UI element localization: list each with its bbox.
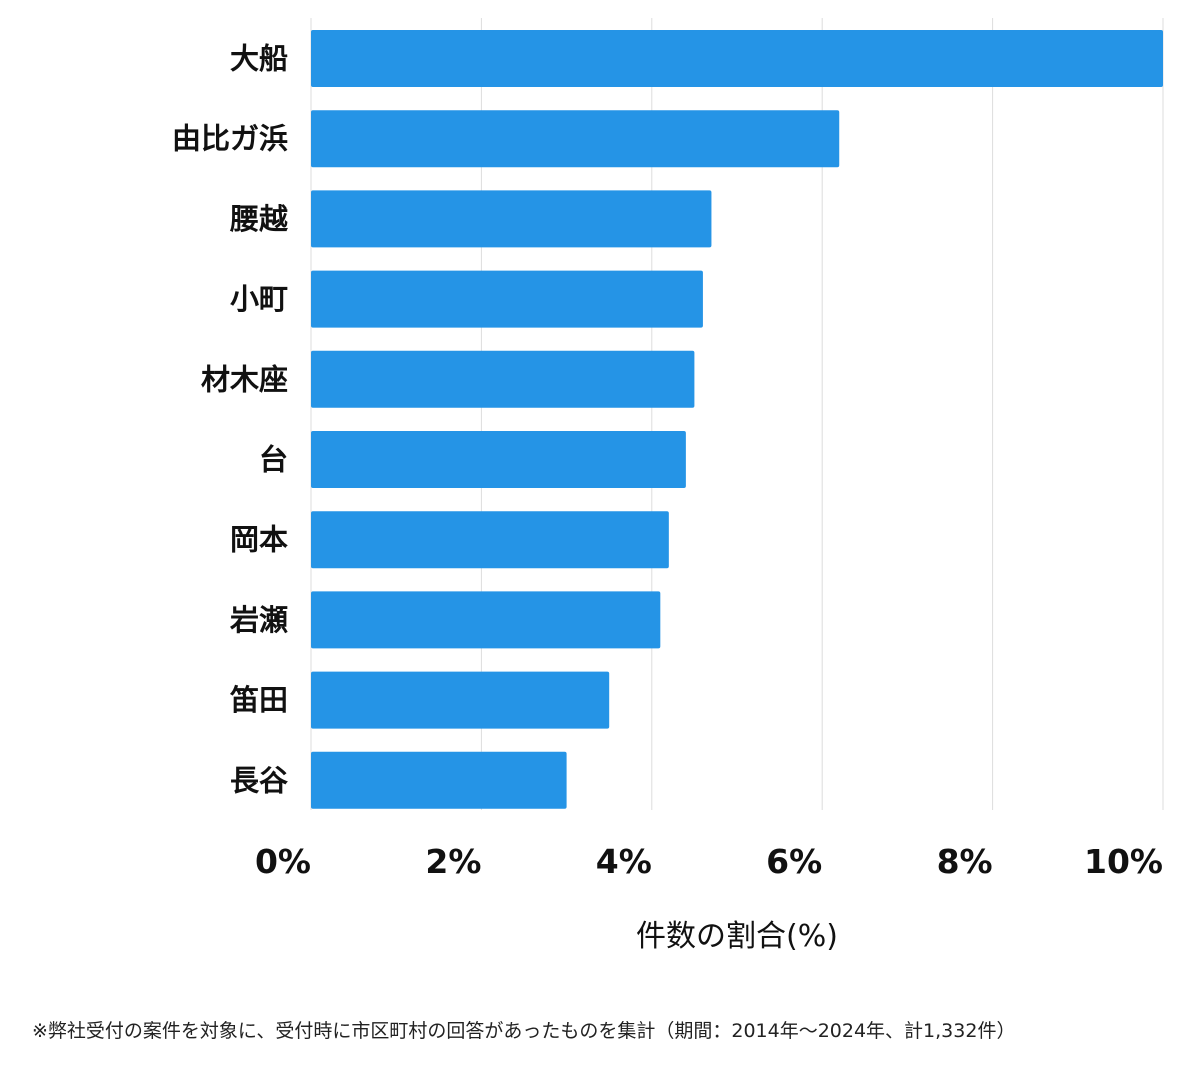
bar-8 [311, 671, 610, 729]
category-label-6: 岡本 [230, 523, 288, 557]
category-label-7: 岩瀬 [229, 603, 288, 637]
x-tick-label-3: 6% [766, 842, 822, 881]
bar-0 [311, 30, 1163, 87]
bar-1 [311, 110, 840, 168]
footnote: ※弊社受付の案件を対象に、受付時に市区町村の回答があったものを集計（期間：201… [32, 1020, 1016, 1042]
bar-4 [311, 350, 695, 408]
x-tick-label-0: 0% [255, 842, 311, 881]
x-tick-label-1: 2% [425, 842, 481, 881]
bar-2 [311, 190, 712, 248]
bar-7 [311, 591, 661, 649]
bar-9 [311, 751, 567, 809]
x-axis-label: 件数の割合(%) [636, 919, 838, 954]
bar-6 [311, 511, 669, 569]
x-tick-label-2: 4% [596, 842, 652, 881]
category-label-3: 小町 [230, 282, 288, 316]
category-label-5: 台 [259, 443, 288, 477]
category-label-4: 材木座 [201, 362, 288, 396]
bar-5 [311, 431, 686, 488]
category-label-0: 大船 [230, 42, 288, 76]
x-tick-label-4: 8% [937, 842, 993, 881]
category-label-1: 由比ガ浜 [172, 122, 288, 156]
bar-3 [311, 270, 703, 328]
category-label-9: 長谷 [230, 763, 289, 797]
x-tick-label-5: 10% [1084, 842, 1163, 881]
category-label-8: 笛田 [229, 683, 288, 717]
bar-chart: 大船由比ガ浜腰越小町材木座台岡本岩瀬笛田長谷 0% 2% 4% 6% 8% 10% 件数の割合… [172, 18, 1164, 954]
category-label-2: 腰越 [229, 202, 289, 236]
